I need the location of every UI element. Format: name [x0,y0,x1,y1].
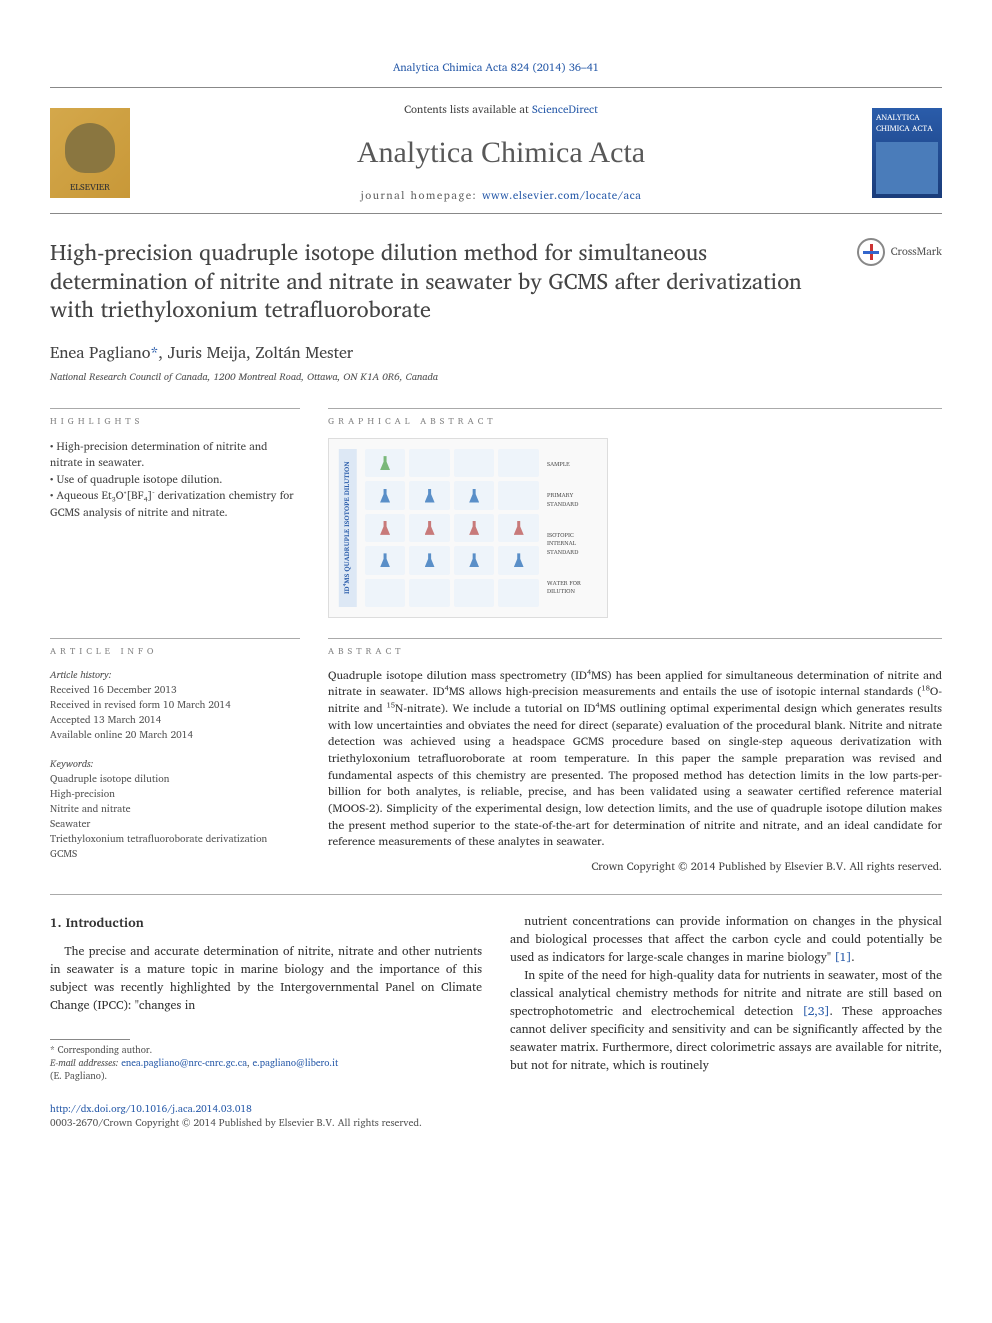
highlights-graphical-row: HIGHLIGHTS High-precision determination … [50,408,942,618]
cover-title: ANALYTICA CHIMICA ACTA [876,112,938,134]
ga-row-label: PRIMARY STANDARD [547,491,597,508]
email-author: (E. Pagliano). [50,1070,482,1083]
keyword: Nitrite and nitrate [50,802,300,817]
elsevier-label: ELSEVIER [70,181,110,194]
journal-cover-thumbnail: ANALYTICA CHIMICA ACTA [872,108,942,198]
crossmark-badge[interactable]: CrossMark [857,238,942,266]
ga-right-labels: SAMPLE PRIMARY STANDARD ISOTOPIC INTERNA… [547,449,597,607]
ga-side-label: ID⁴MS QUADRUPLE ISOTOPE DILUTION [339,449,357,607]
author-3: Zoltán Mester [255,340,353,366]
body-columns: 1. Introduction The precise and accurate… [50,913,942,1083]
corresponding-author-note: * Corresponding author. [50,1044,482,1057]
abstract-col: ABSTRACT Quadruple isotope dilution mass… [328,638,942,874]
journal-citation-link[interactable]: Analytica Chimica Acta 824 (2014) 36–41 [393,58,599,76]
keywords-block: Keywords: Quadruple isotope dilution Hig… [50,757,300,862]
highlight-item: High-precision determination of nitrite … [50,438,300,471]
author-sep-2: , [246,340,255,366]
affiliation: National Research Council of Canada, 120… [50,370,942,384]
flask-icon [514,521,524,535]
p2-text-a: nutrient concentrations can provide info… [510,912,942,967]
crossmark-icon [857,238,885,266]
history-label: Article history: [50,668,300,683]
highlights-label: HIGHLIGHTS [50,408,300,428]
keyword: Seawater [50,817,300,832]
flask-icon [469,553,479,567]
graphical-abstract-image: ID⁴MS QUADRUPLE ISOTOPE DILUTION [328,438,608,618]
highlight-item: Aqueous Et₃O⁺[BF₄]⁻ derivatization chemi… [50,487,300,520]
revised-date: Received in revised form 10 March 2014 [50,698,300,713]
header-center: Contents lists available at ScienceDirec… [130,102,872,203]
journal-citation: Analytica Chimica Acta 824 (2014) 36–41 [50,60,942,75]
page-footer: http://dx.doi.org/10.1016/j.aca.2014.03.… [50,1102,942,1130]
ga-grid [365,449,539,607]
footer-copyright: 0003-2670/Crown Copyright © 2014 Publish… [50,1116,942,1130]
flask-icon [425,553,435,567]
homepage-prefix: journal homepage: [361,186,482,204]
keyword: High-precision [50,787,300,802]
flask-icon [380,489,390,503]
journal-header-box: ELSEVIER Contents lists available at Sci… [50,87,942,214]
keyword: GCMS [50,847,300,862]
abstract-text: Quadruple isotope dilution mass spectrom… [328,668,942,851]
crossmark-label: CrossMark [891,244,942,259]
flask-icon [469,489,479,503]
accepted-date: Accepted 13 March 2014 [50,713,300,728]
elsevier-tree-icon [65,123,115,173]
author-1: Enea Pagliano [50,340,150,366]
journal-name: Analytica Chimica Acta [130,132,872,174]
ga-row-label: WATER FOR DILUTION [547,579,597,596]
abstract-copyright: Crown Copyright © 2014 Published by Else… [328,859,942,874]
email-2[interactable]: e.pagliano@libero.it [252,1056,338,1071]
intro-p3: In spite of the need for high-quality da… [510,967,942,1075]
flask-icon [425,521,435,535]
ref-1[interactable]: [1] [835,948,852,967]
authors: Enea Pagliano*, Juris Meija, Zoltán Mest… [50,342,942,364]
flask-icon [380,553,390,567]
p2-text-b: . [851,948,854,967]
flask-icon [380,456,390,470]
highlight-item: Use of quadruple isotope dilution. [50,471,300,488]
graphical-abstract-block: GRAPHICAL ABSTRACT ID⁴MS QUADRUPLE ISOTO… [328,408,942,618]
flask-icon [514,553,524,567]
received-date: Received 16 December 2013 [50,683,300,698]
article-info-label: ARTICLE INFO [50,638,300,658]
flask-icon [425,489,435,503]
homepage-link[interactable]: www.elsevier.com/locate/aca [482,186,641,204]
title-row: High-precision quadruple isotope dilutio… [50,238,942,324]
keyword: Triethyloxonium tetrafluoroborate deriva… [50,832,300,847]
flask-icon [469,521,479,535]
email-line: E-mail addresses: enea.pagliano@nrc-cnrc… [50,1057,482,1070]
highlights-block: HIGHLIGHTS High-precision determination … [50,408,300,618]
footnotes: * Corresponding author. E-mail addresses… [50,1044,482,1084]
cover-image-icon [876,142,938,194]
flask-icon [380,521,390,535]
sciencedirect-link[interactable]: ScienceDirect [532,100,598,118]
ref-2-3[interactable]: [2,3] [803,1002,830,1021]
section-divider [50,894,942,895]
elsevier-logo: ELSEVIER [50,108,130,198]
intro-p1: The precise and accurate determination o… [50,943,482,1015]
info-abstract-row: ARTICLE INFO Article history: Received 1… [50,638,942,874]
article-history: Article history: Received 16 December 20… [50,668,300,743]
online-date: Available online 20 March 2014 [50,728,300,743]
ga-row-label: SAMPLE [547,460,597,468]
graphical-abstract-label: GRAPHICAL ABSTRACT [328,408,942,428]
keywords-label: Keywords: [50,757,300,772]
author-2: Juris Meija [168,340,247,366]
author-sep-1: , [158,340,167,366]
ga-row-label: ISOTOPIC INTERNAL STANDARD [547,531,597,556]
section-1-title: 1. Introduction [50,913,482,933]
homepage-line: journal homepage: www.elsevier.com/locat… [130,188,872,203]
footnote-separator [50,1039,130,1040]
contents-line: Contents lists available at ScienceDirec… [130,102,872,117]
highlights-list: High-precision determination of nitrite … [50,438,300,521]
article-title: High-precision quadruple isotope dilutio… [50,238,857,324]
keyword: Quadruple isotope dilution [50,772,300,787]
intro-p2: nutrient concentrations can provide info… [510,913,942,967]
email-1[interactable]: enea.pagliano@nrc-cnrc.gc.ca [121,1056,247,1071]
abstract-label: ABSTRACT [328,638,942,658]
article-info-col: ARTICLE INFO Article history: Received 1… [50,638,300,874]
contents-prefix: Contents lists available at [404,100,532,118]
